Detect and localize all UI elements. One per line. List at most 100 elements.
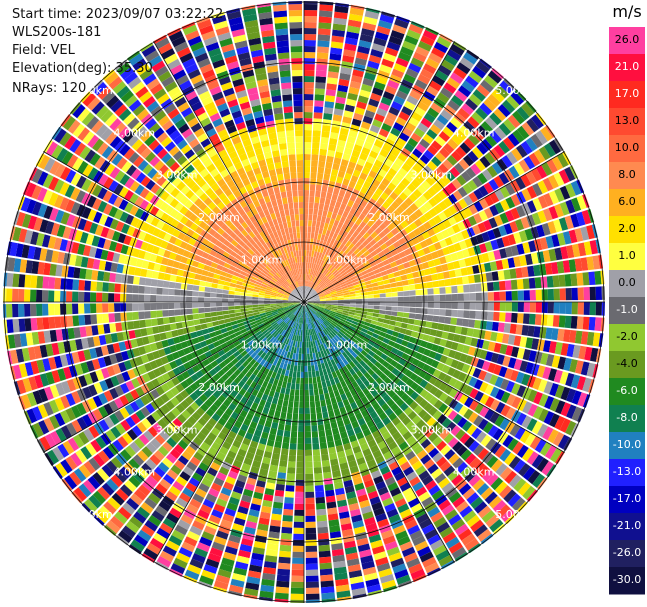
ray-gate [393, 187, 403, 196]
ray-gate [374, 31, 389, 41]
ray-gate [304, 142, 312, 149]
ray-gate [304, 286, 306, 292]
ray-gate [518, 159, 530, 173]
ray-gate [488, 178, 499, 191]
ray-gate [468, 133, 480, 146]
ray-gate [551, 156, 564, 171]
ray-gate [454, 162, 465, 174]
ray-gate [307, 295, 312, 300]
ray-gate [415, 143, 427, 154]
ray-gate [378, 182, 387, 192]
ray-gate [433, 204, 443, 214]
ray-gate [366, 104, 378, 113]
ray-gate [330, 276, 337, 282]
ray-gate [316, 279, 322, 285]
ray-gate [331, 225, 337, 233]
ray-gate [315, 76, 327, 83]
ray-gate [538, 146, 551, 161]
ray-gate [308, 208, 314, 215]
ray-gate [314, 245, 319, 252]
ray-gate [399, 132, 410, 142]
ray-gate [337, 139, 346, 148]
ray-gate [431, 156, 442, 167]
ray-gate [312, 283, 317, 289]
ray-gate [359, 228, 367, 237]
ray-gate [322, 119, 332, 126]
ray-gate [318, 22, 332, 30]
ray-gate [536, 165, 548, 179]
ray-gate [548, 174, 559, 189]
ray-gate [304, 106, 313, 113]
ray-gate [423, 211, 433, 221]
ray-gate [367, 271, 375, 277]
ray-gate [336, 265, 343, 271]
ray-gate [404, 173, 415, 183]
ray-gate [324, 262, 329, 269]
ray-gate [371, 43, 385, 53]
ray-gate [329, 174, 337, 182]
ray-gate [335, 273, 341, 279]
ray-gate [442, 219, 452, 229]
ray-gate [420, 95, 433, 107]
ray-gate [482, 169, 493, 181]
ray-gate [338, 250, 344, 257]
ray-gate [319, 4, 334, 12]
ray-gate [313, 112, 323, 119]
ray-gate [334, 5, 349, 14]
ray-gate [502, 137, 515, 151]
ray-gate [374, 210, 383, 219]
ray-gate [319, 197, 326, 204]
ray-gate [316, 64, 328, 72]
ray-gate [366, 211, 374, 220]
ray-gate [316, 178, 323, 186]
ray-gate [356, 101, 367, 110]
ray-gate [354, 210, 362, 218]
ray-gate [475, 107, 488, 120]
ray-gate [310, 166, 318, 173]
ray-gate [342, 238, 349, 246]
ray-gate [423, 149, 435, 160]
ray-gate [374, 139, 384, 149]
ray-gate [320, 142, 328, 150]
ray-gate [451, 150, 462, 162]
ray-gate [304, 118, 313, 125]
ray-gate [433, 214, 442, 225]
ray-gate [435, 151, 446, 163]
ray-gate [542, 177, 554, 192]
ray-gate [330, 132, 339, 140]
ray-gate [484, 152, 496, 165]
ray-gate [429, 171, 440, 182]
ray-gate [321, 275, 327, 282]
ray-gate [317, 209, 323, 216]
ray-gate [400, 147, 412, 158]
ray-gate [308, 256, 311, 263]
ray-gate [354, 163, 364, 172]
ray-gate [308, 274, 312, 281]
ray-gate [503, 78, 516, 90]
ray-gate [315, 221, 321, 228]
ray-gate [314, 270, 318, 277]
ray-gate [438, 131, 451, 142]
ray-gate [439, 147, 450, 159]
ray-gate [305, 292, 308, 299]
ray-gate [322, 286, 329, 291]
ray-gate [438, 64, 452, 77]
ray-gate [318, 292, 324, 296]
ray-gate [375, 246, 383, 254]
ray-gate [316, 278, 321, 285]
ray-gate [404, 225, 413, 234]
ray-gate [525, 100, 537, 113]
ray-gate [304, 34, 317, 41]
ray-gate [332, 261, 339, 268]
ray-gate [436, 92, 450, 104]
ray-gate [307, 287, 311, 293]
ray-gate [405, 207, 414, 216]
ray-gate [408, 62, 422, 74]
ray-gate [355, 272, 363, 278]
ray-gate [357, 132, 367, 141]
ray-gate [520, 174, 532, 187]
ray-gate [532, 183, 543, 197]
ray-gate [333, 271, 340, 277]
ray-gate [396, 215, 405, 224]
ray-gate [391, 162, 401, 172]
